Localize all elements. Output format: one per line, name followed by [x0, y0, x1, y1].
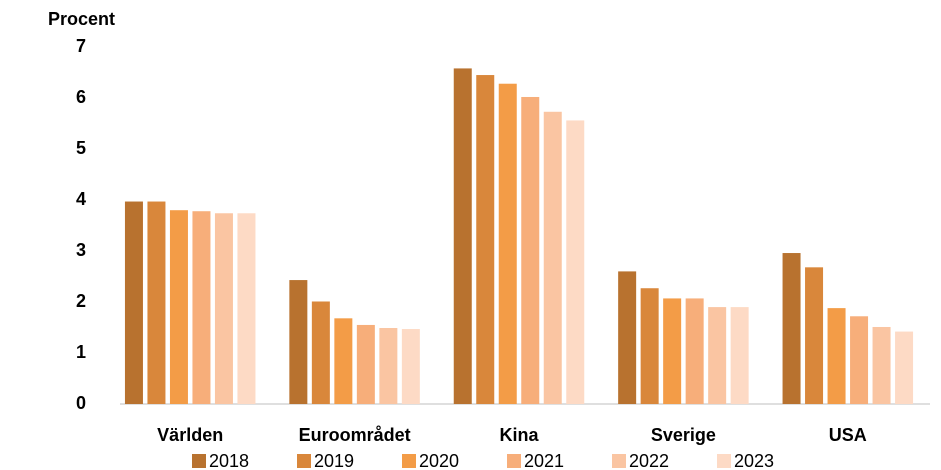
y-tick-label: 1 [76, 342, 86, 362]
bar [782, 253, 801, 404]
y-tick-label: 3 [76, 240, 86, 260]
bar [708, 307, 727, 404]
bar [685, 298, 704, 404]
bar [476, 75, 495, 405]
bar [543, 111, 562, 405]
bar [311, 301, 330, 404]
legend-label: 2020 [419, 451, 459, 470]
y-tick-label: 5 [76, 138, 86, 158]
bar [663, 298, 682, 404]
legend-swatch [297, 454, 311, 468]
bar [498, 83, 517, 404]
bar [192, 211, 211, 404]
y-axis-label: Procent [48, 9, 115, 29]
bar [379, 328, 398, 404]
legend-label: 2023 [734, 451, 774, 470]
bar [895, 331, 914, 404]
legend-swatch [717, 454, 731, 468]
bar [872, 326, 891, 404]
bar [640, 288, 659, 404]
bar [730, 307, 749, 404]
bar [334, 318, 353, 404]
bar [827, 308, 846, 404]
legend-label: 2022 [629, 451, 669, 470]
y-tick-label: 4 [76, 189, 86, 209]
x-tick-label: Världen [157, 425, 223, 445]
legend-swatch [507, 454, 521, 468]
legend-swatch [402, 454, 416, 468]
x-tick-label: Euroområdet [299, 425, 411, 445]
y-tick-label: 7 [76, 36, 86, 56]
legend-label: 2021 [524, 451, 564, 470]
y-tick-label: 0 [76, 393, 86, 413]
bar [214, 213, 233, 404]
bar [169, 210, 188, 404]
bar [356, 324, 375, 404]
bar [566, 120, 585, 404]
bar [850, 316, 869, 404]
bar [453, 68, 472, 405]
legend-swatch [192, 454, 206, 468]
bar [401, 329, 420, 404]
bar [521, 96, 540, 404]
bar [805, 267, 824, 404]
x-tick-label: Kina [499, 425, 539, 445]
bar [147, 201, 166, 404]
bar [618, 271, 637, 404]
legend-label: 2018 [209, 451, 249, 470]
bar [289, 280, 308, 404]
bar [124, 201, 143, 404]
legend-label: 2019 [314, 451, 354, 470]
x-tick-label: Sverige [651, 425, 716, 445]
y-tick-label: 6 [76, 87, 86, 107]
x-tick-label: USA [829, 425, 867, 445]
y-tick-label: 2 [76, 291, 86, 311]
legend-swatch [612, 454, 626, 468]
bar [237, 213, 256, 404]
